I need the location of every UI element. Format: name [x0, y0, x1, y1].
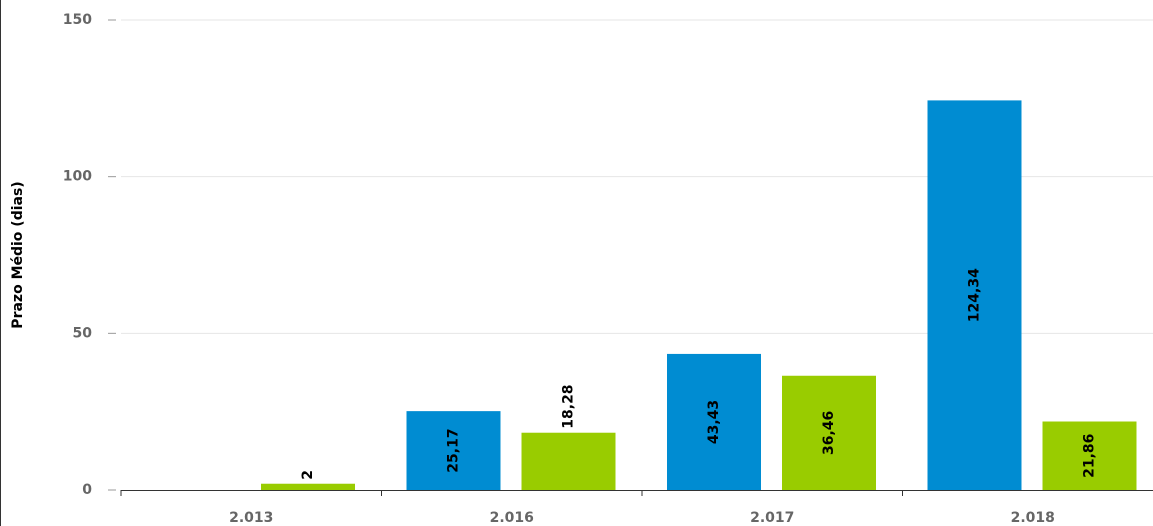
x-tick-label: 2.018: [1011, 510, 1055, 526]
y-tick-label: 50: [73, 325, 93, 341]
bar: [782, 375, 876, 490]
y-tick-label: 100: [63, 169, 92, 185]
data-label: 21,86: [1082, 434, 1098, 478]
data-label: 36,46: [821, 411, 837, 455]
bar: [1042, 421, 1137, 490]
x-tick-label: 2.013: [229, 510, 273, 526]
y-tick-label: 0: [82, 482, 92, 498]
bar: [406, 411, 501, 490]
bar: [927, 100, 1022, 490]
y-tick-label: 150: [63, 12, 92, 28]
bar: [667, 353, 761, 490]
data-label: 25,17: [446, 428, 462, 472]
y-axis-title: Prazo Médio (dias): [10, 181, 26, 328]
bar: [261, 483, 355, 490]
bar: [521, 432, 616, 490]
data-label: 124,34: [967, 268, 983, 322]
x-tick-label: 2.016: [490, 510, 534, 526]
data-label: 2: [300, 470, 316, 480]
data-label: 18,28: [561, 384, 577, 428]
x-tick-label: 2.017: [750, 510, 794, 526]
data-label: 43,43: [706, 400, 722, 444]
